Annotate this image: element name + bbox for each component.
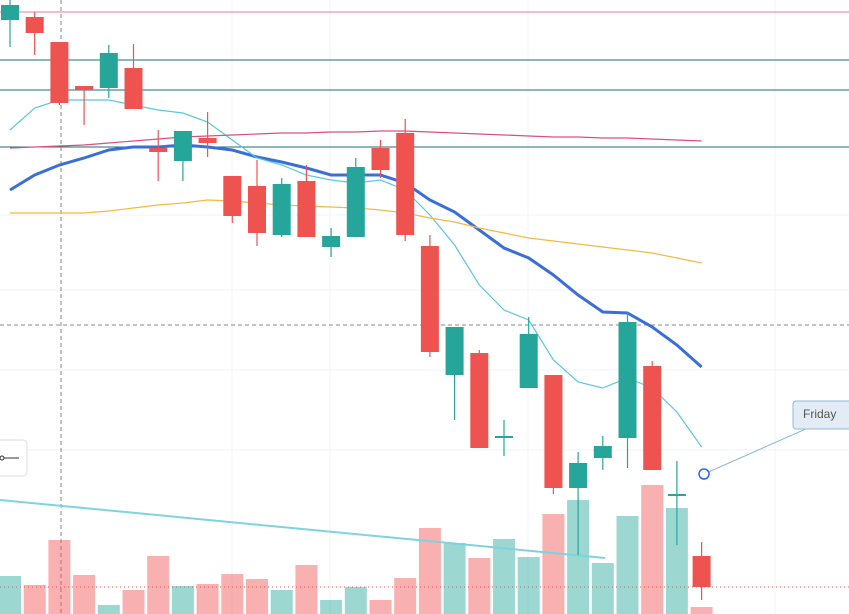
candle-body xyxy=(569,463,588,488)
candle-body xyxy=(692,556,711,587)
volume-bar xyxy=(147,556,170,614)
candle-body xyxy=(99,53,118,88)
volume-bar xyxy=(344,587,367,614)
candle-body xyxy=(149,148,168,152)
candle-body xyxy=(593,446,612,458)
volume-bar xyxy=(221,574,244,614)
candle-body xyxy=(124,68,143,109)
candle-body xyxy=(396,133,415,235)
volume-bar xyxy=(295,565,318,614)
candle-body xyxy=(667,494,686,496)
anchor-point[interactable] xyxy=(698,468,710,480)
candle-body xyxy=(50,42,69,103)
volume-bar xyxy=(418,528,441,614)
candle-body xyxy=(470,353,489,448)
volume-bar xyxy=(171,586,194,614)
volume-layer xyxy=(0,485,713,614)
volume-bar xyxy=(591,563,614,614)
volume-bar xyxy=(270,590,293,614)
candle-body xyxy=(618,322,637,438)
volume-bar xyxy=(196,584,219,614)
candle-body xyxy=(544,375,563,488)
candle-body xyxy=(75,86,94,90)
candle-body xyxy=(198,138,217,143)
candle-body xyxy=(445,327,464,375)
callout-pointer xyxy=(703,427,826,475)
volume-bar xyxy=(0,576,21,614)
moving-average xyxy=(9,99,703,448)
volume-bar xyxy=(122,590,145,614)
volume-bar xyxy=(320,600,343,614)
tool-icon xyxy=(0,455,5,461)
candle-body xyxy=(346,167,365,237)
candle-body xyxy=(322,236,341,247)
candle-body xyxy=(643,366,662,470)
candle-body xyxy=(495,436,513,438)
volume-bar xyxy=(616,516,639,614)
indicator-layer xyxy=(9,99,703,448)
candle-body xyxy=(173,131,192,161)
candle-layer xyxy=(1,0,711,600)
volume-bar xyxy=(394,578,417,614)
volume-bar xyxy=(641,485,664,614)
volume-bar xyxy=(665,508,688,614)
volume-bar xyxy=(493,539,515,614)
candle-body xyxy=(371,148,390,170)
callout-text: Friday xyxy=(803,407,836,421)
volume-bar xyxy=(567,500,590,614)
volume-bar xyxy=(97,605,120,614)
trend-line[interactable] xyxy=(0,499,606,559)
callout-box[interactable] xyxy=(792,400,849,430)
volume-bar xyxy=(246,579,268,614)
volume-bar xyxy=(369,600,392,614)
volume-bar xyxy=(73,575,96,614)
volume-bar xyxy=(23,585,46,614)
volume-bar xyxy=(443,543,466,614)
candle-body xyxy=(248,186,266,233)
candle-body xyxy=(223,176,242,216)
candle-body xyxy=(297,181,316,237)
volume-bar xyxy=(468,558,491,614)
moving-average xyxy=(9,130,702,149)
candle-body xyxy=(519,334,538,388)
candle-body xyxy=(25,17,44,33)
candle-body xyxy=(1,5,19,20)
volume-bar xyxy=(542,514,565,614)
volume-bar xyxy=(690,607,713,614)
candle-body xyxy=(272,184,291,235)
volume-bar xyxy=(517,557,540,614)
candle-body xyxy=(420,246,439,352)
volume-bar xyxy=(48,540,71,614)
